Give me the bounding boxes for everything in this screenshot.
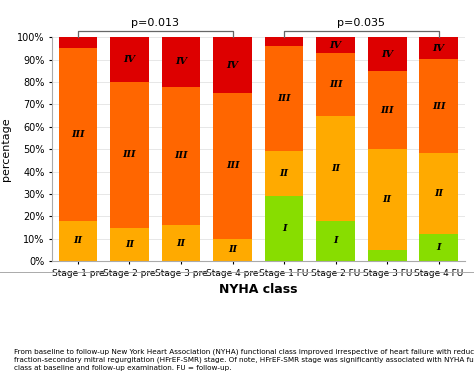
Bar — [368, 149, 407, 250]
Bar — [265, 196, 303, 261]
Bar — [316, 221, 355, 261]
Text: IV: IV — [175, 57, 187, 66]
Bar — [265, 151, 303, 196]
Bar — [110, 228, 149, 261]
Text: IV: IV — [381, 50, 393, 59]
Text: II: II — [383, 195, 392, 204]
Bar — [316, 37, 355, 53]
Text: III: III — [329, 80, 342, 89]
Text: p=0.035: p=0.035 — [337, 18, 385, 28]
Text: IV: IV — [329, 41, 342, 50]
Bar — [368, 250, 407, 261]
Text: III: III — [432, 101, 446, 110]
X-axis label: NYHA class: NYHA class — [219, 283, 298, 296]
Bar — [316, 53, 355, 116]
Text: III: III — [226, 162, 239, 170]
Bar — [162, 87, 201, 225]
Bar — [368, 37, 407, 71]
Text: IV: IV — [123, 55, 136, 64]
Y-axis label: percentage: percentage — [1, 117, 11, 181]
Bar — [419, 153, 458, 234]
Bar — [419, 59, 458, 153]
Bar — [213, 239, 252, 261]
Bar — [162, 37, 201, 87]
Text: III: III — [381, 106, 394, 115]
Text: III: III — [277, 94, 291, 103]
Bar — [368, 71, 407, 149]
Text: p=0.013: p=0.013 — [131, 18, 179, 28]
Bar — [265, 46, 303, 151]
Text: I: I — [282, 224, 286, 233]
Bar — [59, 37, 97, 48]
Text: II: II — [125, 240, 134, 249]
Text: III: III — [123, 150, 136, 159]
Text: II: II — [73, 236, 82, 245]
Bar — [213, 93, 252, 239]
Bar — [265, 37, 303, 46]
Text: III: III — [174, 151, 188, 160]
Bar — [419, 37, 458, 59]
Bar — [59, 221, 97, 261]
Bar — [59, 48, 97, 221]
Text: II: II — [331, 164, 340, 173]
Bar — [213, 37, 252, 93]
Text: I: I — [437, 243, 441, 252]
Text: II: II — [280, 169, 289, 178]
Text: From baseline to follow-up New York Heart Association (NYHA) functional class im: From baseline to follow-up New York Hear… — [14, 348, 474, 371]
Text: IV: IV — [433, 44, 445, 53]
Text: II: II — [176, 239, 185, 248]
Text: II: II — [434, 189, 443, 198]
Text: I: I — [333, 236, 338, 245]
Bar — [110, 37, 149, 82]
Bar — [316, 116, 355, 221]
Bar — [162, 225, 201, 261]
Text: IV: IV — [227, 61, 238, 70]
Text: III: III — [71, 130, 85, 139]
Bar — [110, 82, 149, 228]
Text: II: II — [228, 245, 237, 254]
Bar — [419, 234, 458, 261]
